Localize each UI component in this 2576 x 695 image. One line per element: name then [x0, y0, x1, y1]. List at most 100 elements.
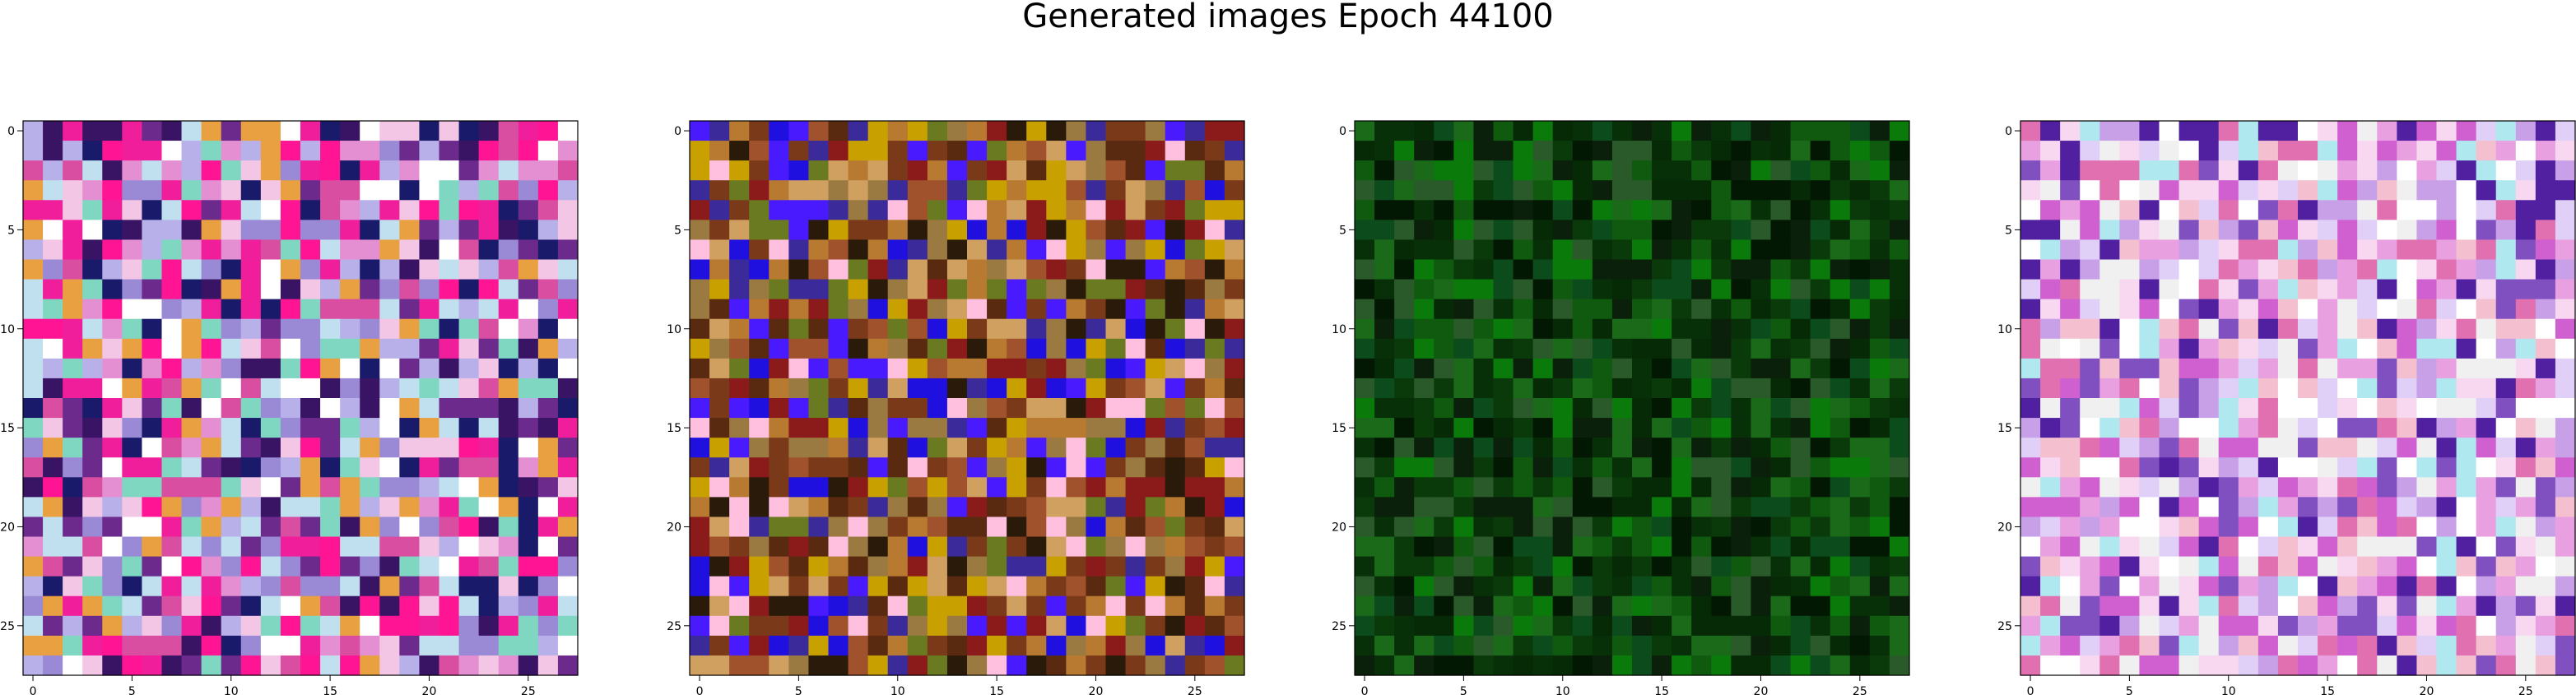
pixel-cell: [1165, 358, 1186, 379]
pixel-cell: [2178, 259, 2200, 280]
pixel-cell: [2099, 635, 2120, 656]
pixel-cell: [2416, 378, 2438, 399]
pixel-cell: [967, 556, 988, 577]
pixel-cell: [2257, 259, 2279, 280]
pixel-cell: [1355, 220, 1375, 241]
pixel-cell: [1105, 239, 1127, 261]
pixel-cell: [1105, 141, 1127, 161]
pixel-cell: [2436, 259, 2457, 280]
pixel-cell: [867, 595, 889, 617]
pixel-cell: [967, 517, 988, 538]
pixel-cell: [1849, 536, 1871, 558]
pixel-cell: [769, 398, 789, 419]
pixel-cell: [458, 220, 480, 241]
pixel-cell: [2277, 635, 2299, 656]
pixel-cell: [2456, 180, 2477, 201]
pixel-cell: [2456, 279, 2477, 300]
pixel-cell: [300, 259, 321, 280]
pixel-cell: [2159, 438, 2180, 458]
pixel-cell: [1849, 160, 1871, 181]
pixel-cell: [2515, 160, 2536, 181]
pixel-cell: [788, 556, 810, 577]
pixel-cell: [2515, 378, 2536, 399]
pixel-cell: [1513, 398, 1534, 419]
pixel-cell: [2257, 635, 2279, 656]
pixel-cell: [2397, 517, 2418, 538]
pixel-cell: [690, 497, 710, 518]
pixel-cell: [300, 457, 321, 478]
pixel-cell: [927, 338, 948, 359]
pixel-cell: [2476, 200, 2497, 220]
pixel-cell: [1869, 160, 1890, 181]
pixel-cell: [320, 299, 341, 320]
pixel-cell: [1086, 635, 1107, 656]
pixel-cell: [1394, 398, 1415, 419]
pixel-cell: [2397, 239, 2418, 261]
pixel-cell: [1394, 635, 1415, 656]
pixel-cell: [848, 457, 869, 478]
pixel-cell: [749, 418, 770, 438]
pixel-cell: [1394, 259, 1415, 280]
pixel-cell: [1165, 141, 1186, 161]
pixel-cell: [439, 615, 460, 637]
pixel-cell: [2119, 200, 2141, 220]
pixel-cell: [1434, 259, 1454, 280]
pixel-cell: [23, 497, 44, 518]
pixel-cell: [498, 635, 519, 656]
pixel-cell: [2416, 299, 2438, 320]
pixel-cell: [2357, 180, 2378, 201]
pixel-cell: [1473, 180, 1495, 201]
y-tick-label: 15: [667, 422, 681, 435]
pixel-cell: [2476, 121, 2497, 141]
pixel-cell: [557, 477, 579, 498]
pixel-cell: [142, 299, 163, 320]
pixel-cell: [1731, 259, 1752, 280]
pixel-cell: [1513, 655, 1534, 676]
pixel-cell: [399, 438, 421, 458]
pixel-cell: [201, 517, 222, 538]
pixel-cell: [788, 576, 810, 597]
pixel-cell: [1572, 220, 1593, 241]
x-tick-label: 20: [1754, 685, 1769, 695]
pixel-cell: [1224, 556, 1245, 577]
pixel-cell: [1007, 378, 1027, 399]
pixel-cell: [2298, 121, 2318, 141]
pixel-cell: [537, 457, 559, 478]
pixel-cell: [2020, 239, 2041, 261]
pixel-cell: [142, 517, 163, 538]
pixel-cell: [709, 418, 730, 438]
pixel-cell: [2555, 398, 2576, 419]
pixel-cell: [537, 477, 559, 498]
pixel-cell: [729, 576, 750, 597]
pixel-cell: [709, 200, 730, 220]
pixel-cell: [967, 180, 988, 201]
pixel-cell: [749, 635, 770, 656]
pixel-cell: [1751, 576, 1772, 597]
pixel-cell: [1105, 517, 1127, 538]
pixel-cell: [987, 259, 1007, 280]
pixel-cell: [43, 418, 63, 438]
pixel-cell: [987, 457, 1007, 478]
pixel-cell: [1046, 200, 1067, 220]
pixel-cell: [1790, 556, 1811, 577]
pixel-cell: [2476, 259, 2497, 280]
pixel-cell: [201, 556, 222, 577]
pixel-cell: [1532, 438, 1554, 458]
pixel-cell: [1672, 655, 1692, 676]
pixel-cell: [2139, 635, 2160, 656]
pixel-cell: [946, 517, 968, 538]
pixel-cell: [2080, 200, 2100, 220]
pixel-cell: [1830, 121, 1851, 141]
pixel-cell: [1810, 438, 1831, 458]
pixel-cell: [399, 338, 421, 359]
pixel-cell: [1869, 438, 1890, 458]
pixel-cell: [537, 438, 559, 458]
pixel-cell: [1632, 318, 1653, 340]
pixel-cell: [1125, 279, 1146, 300]
pixel-cell: [300, 595, 321, 617]
pixel-cell: [1453, 517, 1475, 538]
y-tick-label: 20: [1332, 521, 1346, 534]
pixel-cell: [2515, 318, 2536, 340]
axes-frame: [2020, 120, 2576, 676]
pixel-cell: [1869, 358, 1890, 379]
